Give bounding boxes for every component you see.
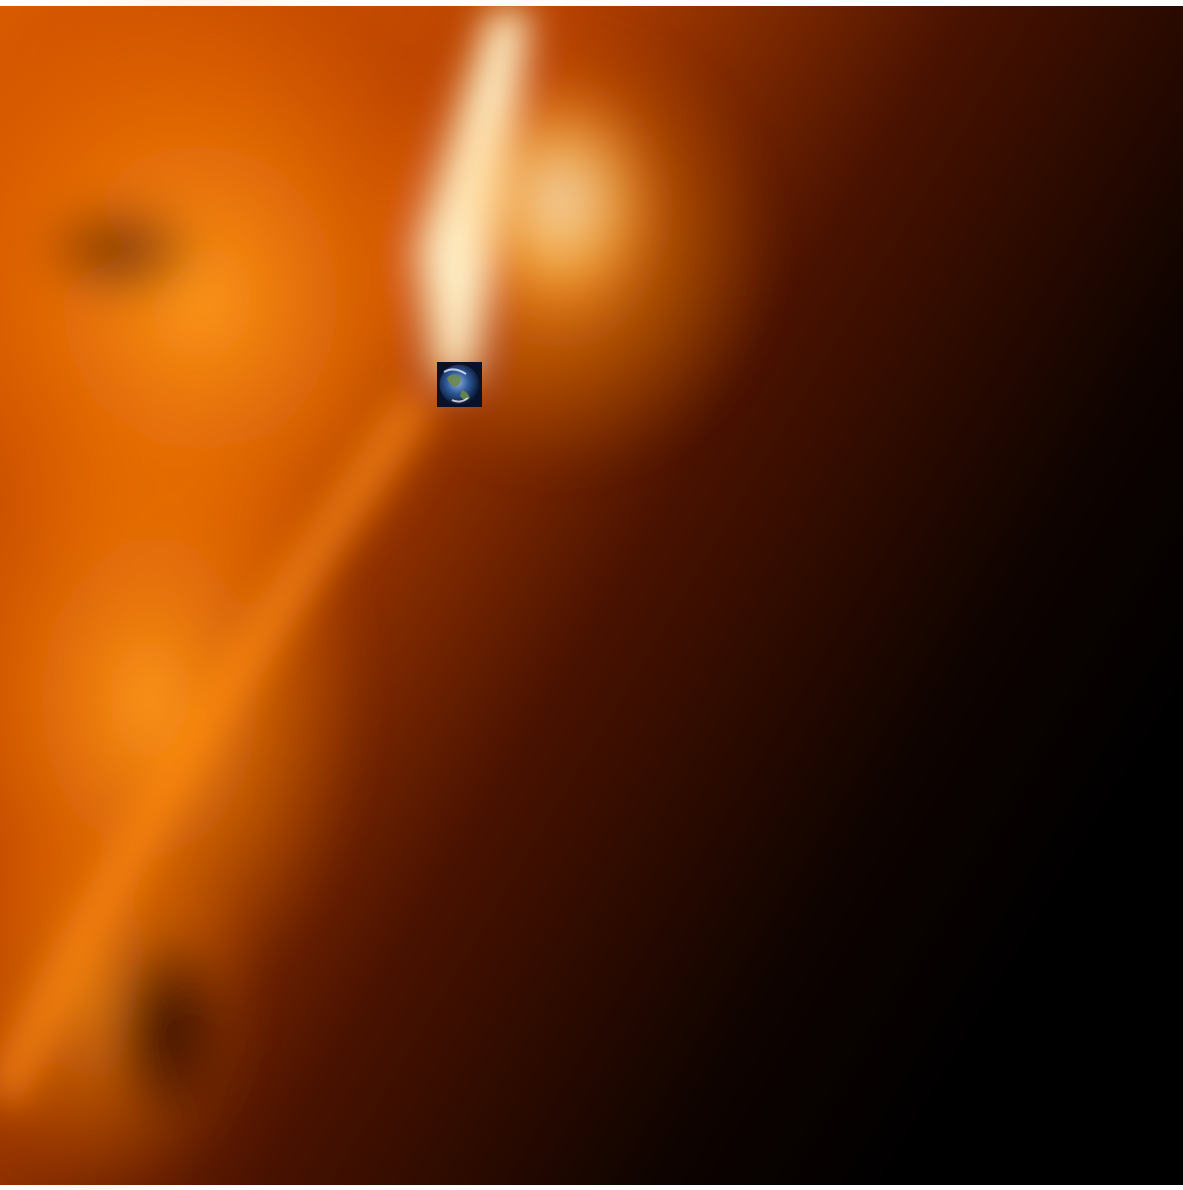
earth-icon <box>437 362 482 407</box>
corona <box>0 0 780 1190</box>
